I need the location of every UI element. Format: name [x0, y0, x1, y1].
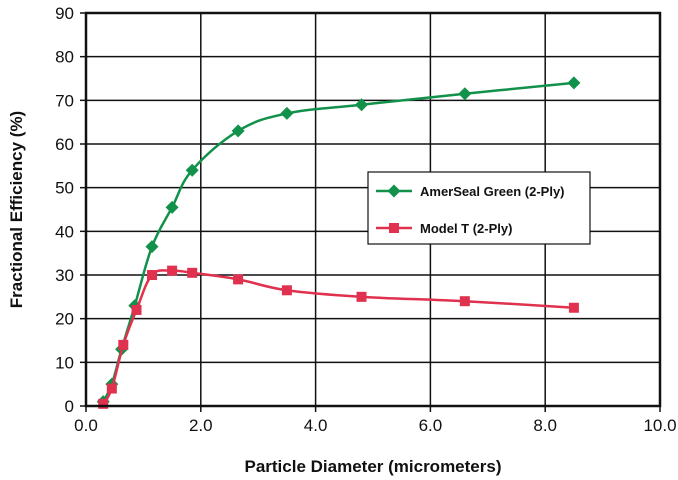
- x-tick-label: 0.0: [74, 416, 98, 435]
- data-point-diamond: [567, 76, 581, 90]
- plot-area-frame: [84, 11, 662, 408]
- series-2: [98, 265, 579, 409]
- y-tick-label: 70: [55, 91, 74, 110]
- x-tick-label: 2.0: [189, 416, 213, 435]
- data-point-square: [281, 285, 292, 296]
- y-tick-label: 0: [65, 397, 74, 416]
- y-tick-label: 90: [55, 4, 74, 23]
- data-point-diamond: [165, 200, 179, 214]
- x-tick-label: 10.0: [643, 416, 676, 435]
- data-point-square: [106, 383, 117, 394]
- y-tick-label: 10: [55, 353, 74, 372]
- data-point-square: [167, 265, 178, 276]
- data-point-square: [118, 339, 129, 350]
- x-tick-label: 8.0: [533, 416, 557, 435]
- x-tick-label: 6.0: [419, 416, 443, 435]
- y-tick-label: 80: [55, 48, 74, 67]
- data-point-square: [98, 398, 109, 409]
- data-point-diamond: [145, 240, 159, 254]
- y-tick-labels: 0 10 20 30 40 50 60 70 80 90: [55, 4, 74, 416]
- legend: AmerSeal Green (2-Ply) Model T (2-Ply): [367, 171, 591, 245]
- y-tick-label: 30: [55, 266, 74, 285]
- y-tick-label: 20: [55, 310, 74, 329]
- data-point-square: [147, 270, 158, 280]
- legend-marker-square: [389, 223, 399, 233]
- data-point-square: [356, 291, 367, 302]
- y-tick-label: 60: [55, 135, 74, 154]
- legend-label: Model T (2-Ply): [420, 221, 512, 236]
- x-tick-label: 4.0: [304, 416, 328, 435]
- x-axis-title: Particle Diameter (micrometers): [244, 457, 501, 476]
- x-tick-labels: 0.0 2.0 4.0 6.0 8.0 10.0: [74, 416, 676, 435]
- y-axis-title: Fractional Efficiency (%): [7, 111, 26, 308]
- data-point-diamond: [185, 163, 199, 177]
- series-line: [102, 269, 574, 405]
- data-point-square: [568, 302, 579, 313]
- data-point-diamond: [458, 87, 472, 101]
- legend-box: [367, 171, 591, 245]
- legend-label: AmerSeal Green (2-Ply): [420, 184, 565, 199]
- series-layer: [96, 76, 581, 409]
- data-point-square: [233, 274, 244, 285]
- data-point-diamond: [280, 106, 294, 120]
- legend-marker-diamond: [387, 184, 401, 198]
- data-point-diamond: [355, 98, 369, 112]
- y-tick-label: 40: [55, 222, 74, 241]
- data-point-square: [187, 267, 198, 278]
- y-tick-label: 50: [55, 179, 74, 198]
- data-point-diamond: [231, 124, 245, 138]
- data-point-square: [459, 296, 470, 307]
- data-point-square: [131, 304, 142, 315]
